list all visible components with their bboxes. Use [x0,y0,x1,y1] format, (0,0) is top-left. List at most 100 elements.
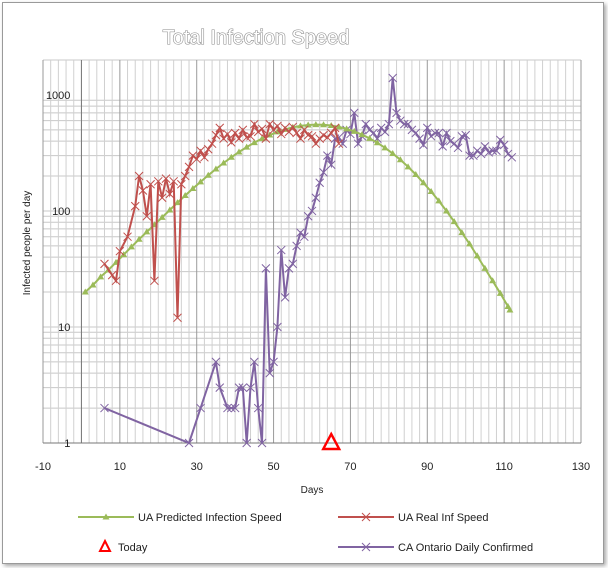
data-point [223,129,232,139]
data-point [157,193,167,203]
legend-marker [98,538,112,552]
data-point [81,288,89,295]
data-point [399,119,409,129]
data-point [296,134,305,143]
data-point [223,403,232,413]
data-point [320,121,328,128]
data-point [269,357,278,367]
data-point [311,193,321,203]
data-point [415,134,424,143]
data-point [443,207,450,214]
data-point [89,281,97,288]
series-layer [81,73,517,451]
axes [43,60,581,444]
data-point [492,146,501,156]
series-ua-real-inf-speed [100,119,344,323]
data-point [158,213,166,220]
data-point [461,130,471,140]
x-tick-label: -10 [35,461,51,473]
series-line [103,121,340,318]
series-today [321,431,342,451]
data-point [257,438,267,448]
data-point [343,125,351,132]
data-point [506,306,514,313]
data-point [419,140,428,150]
data-point [315,178,325,188]
data-point [250,119,259,129]
data-point [100,259,109,269]
data-point [257,124,267,134]
data-point [407,125,417,135]
data-point [480,142,490,151]
data-point [261,134,271,143]
data-point [143,228,151,235]
x-axis-label: Days [301,485,324,496]
data-point [442,128,451,138]
data-point [403,119,413,129]
data-point [161,174,171,183]
y-tick-label: 1000 [46,90,70,102]
legend-entry: UA Predicted Infection Speed [78,512,282,524]
data-point [473,252,481,259]
x-tick-label: 70 [344,461,356,473]
data-point [469,151,478,160]
legend-label: UA Predicted Infection Speed [138,512,282,524]
data-point [227,153,235,160]
data-point [226,138,236,147]
data-point [265,368,275,378]
legend-label: CA Ontario Daily Confirmed [398,542,533,554]
data-point [200,152,209,162]
data-point [196,403,205,413]
data-point [180,171,190,181]
data-point [127,243,135,250]
data-point [435,197,443,204]
data-point [369,128,378,138]
data-point [312,121,320,128]
data-point [234,383,244,392]
x-tick-label: 110 [495,461,513,473]
chart-title: Total Infection Speed [163,27,350,49]
data-point [438,142,448,151]
data-point [358,131,366,138]
data-point [288,122,298,132]
data-point [284,127,294,137]
data-point [234,134,244,143]
legend-marker [361,542,371,552]
legend-marker [102,513,110,520]
y-tick-label: 100 [52,206,70,218]
data-point [304,121,312,128]
data-point [422,123,432,133]
series-line [84,123,511,311]
data-point [258,135,266,142]
data-point [445,136,455,146]
data-point [174,199,181,206]
data-point [230,403,240,413]
data-point [488,146,497,156]
data-point [111,276,121,286]
data-point [450,218,458,225]
legend-entry: UA Real Inf Speed [338,512,489,524]
data-point [321,431,342,451]
data-point [380,127,390,137]
data-point [427,188,435,195]
data-point [396,156,404,163]
data-point [434,128,444,138]
data-point [273,128,281,135]
data-point [349,108,359,118]
data-point [381,144,389,151]
data-point [211,357,221,367]
data-point [165,189,175,199]
data-point [353,139,363,149]
legend-entry: CA Ontario Daily Confirmed [338,542,533,554]
legend-marker [361,512,371,522]
data-point [273,322,282,332]
data-point [242,438,252,448]
data-point [261,264,271,273]
legend-label: Today [118,542,148,554]
data-point [366,134,374,141]
data-point [335,123,343,130]
data-point [146,179,155,189]
data-point [100,403,109,413]
data-point [173,313,182,323]
data-point [476,149,486,159]
